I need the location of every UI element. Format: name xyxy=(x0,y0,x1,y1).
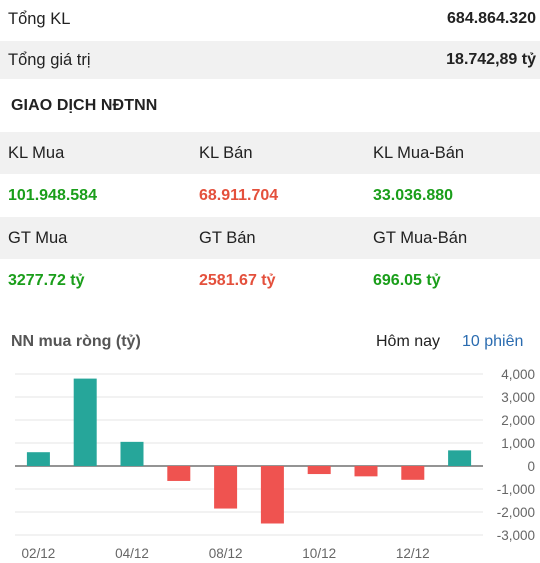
kl-header-row: KL Mua KL Bán KL Mua-Bán xyxy=(0,132,540,174)
y-tick-label: -2,000 xyxy=(497,505,535,520)
y-tick-label: -1,000 xyxy=(497,482,535,497)
total-value-value: 18.742,89 tỷ xyxy=(446,51,536,68)
chart-header: NN mua ròng (tỷ) Hôm nay 10 phiên xyxy=(0,320,540,364)
x-tick-label: 10/12 xyxy=(302,546,336,561)
gt-buy-value: 3277.72 tỷ xyxy=(8,272,85,289)
y-tick-label: 3,000 xyxy=(501,390,535,405)
kl-buy-label: KL Mua xyxy=(8,143,65,162)
total-volume-row: Tổng KL 684.864.320 xyxy=(0,0,540,38)
x-tick-label: 08/12 xyxy=(209,546,243,561)
kl-net-label: KL Mua-Bán xyxy=(373,143,465,162)
y-tick-label: 1,000 xyxy=(501,436,535,451)
gt-net-value: 696.05 tỷ xyxy=(373,272,441,289)
y-tick-label: 2,000 xyxy=(501,413,535,428)
gt-values-row: 3277.72 tỷ 2581.67 tỷ 696.05 tỷ xyxy=(0,260,540,302)
y-tick-label: 0 xyxy=(527,459,535,474)
gt-header-row: GT Mua GT Bán GT Mua-Bán xyxy=(0,217,540,259)
x-tick-label: 04/12 xyxy=(115,546,149,561)
gt-net-label: GT Mua-Bán xyxy=(373,228,468,247)
bar xyxy=(307,466,331,475)
total-volume-label: Tổng KL xyxy=(8,9,71,28)
bar xyxy=(401,466,425,480)
bar xyxy=(26,452,50,466)
kl-values-row: 101.948.584 68.911.704 33.036.880 xyxy=(0,175,540,217)
net-buy-bar-chart: 4,000 3,000 2,000 1,000 0 -1,000 -2,000 -3,000 0… xyxy=(15,367,535,561)
bar xyxy=(448,450,472,466)
bar xyxy=(73,378,97,466)
y-tick-label: 4,000 xyxy=(501,367,535,382)
kl-net-value: 33.036.880 xyxy=(373,187,454,204)
x-tick-label: 02/12 xyxy=(22,546,56,561)
total-value-row: Tổng giá trị 18.742,89 tỷ xyxy=(0,41,540,79)
total-value-label: Tổng giá trị xyxy=(8,50,91,69)
total-volume-value: 684.864.320 xyxy=(447,10,536,27)
kl-sell-value: 68.911.704 xyxy=(199,187,279,204)
bar xyxy=(260,466,284,524)
gt-buy-label: GT Mua xyxy=(8,228,68,247)
kl-buy-value: 101.948.584 xyxy=(8,187,97,204)
chart-title: NN mua ròng (tỷ) xyxy=(11,333,141,350)
bar xyxy=(214,466,238,509)
section-title-foreign-trading: GIAO DỊCH NĐTNN xyxy=(11,97,158,114)
bar xyxy=(354,466,378,477)
gt-sell-label: GT Bán xyxy=(199,228,256,247)
period-10-sessions-option[interactable]: 10 phiên xyxy=(462,333,524,350)
gt-sell-value: 2581.67 tỷ xyxy=(199,272,276,289)
period-today-option[interactable]: Hôm nay xyxy=(376,333,441,350)
bar xyxy=(120,441,144,466)
bar xyxy=(167,466,191,481)
y-tick-label: -3,000 xyxy=(497,528,535,543)
kl-sell-label: KL Bán xyxy=(199,143,253,162)
x-tick-label: 12/12 xyxy=(396,546,430,561)
